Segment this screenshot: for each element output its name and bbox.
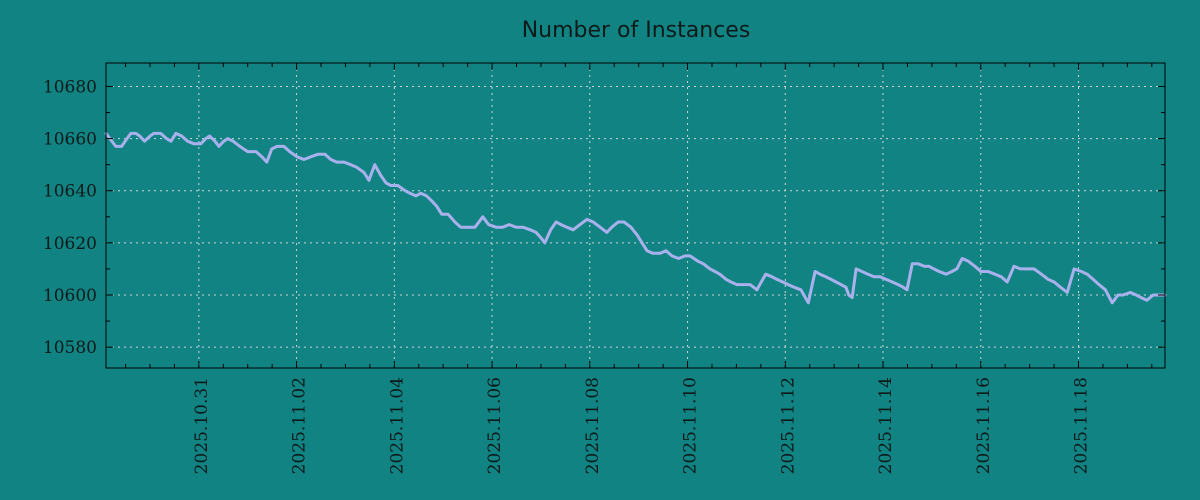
- x-tick-label: 2025.11.10: [681, 377, 701, 474]
- x-tick-label: 2025.10.31: [192, 377, 212, 474]
- instances-line-series: [104, 131, 1167, 305]
- x-tick-label: 2025.11.12: [778, 377, 798, 474]
- x-tick-label: 2025.11.14: [876, 377, 896, 474]
- y-tick-label: 10580: [43, 338, 97, 358]
- plot-border: [105, 62, 1166, 369]
- gridlines: [106, 63, 1165, 368]
- x-tick-label: 2025.11.02: [290, 377, 310, 474]
- y-tick-label: 10680: [43, 77, 97, 97]
- y-tick-label: 10620: [43, 234, 97, 254]
- y-tick-label: 10660: [43, 130, 97, 150]
- x-tick-label: 2025.11.06: [485, 377, 505, 474]
- x-tick-label: 2025.11.08: [583, 377, 603, 474]
- x-tick-label: 2025.11.16: [974, 377, 994, 474]
- x-tick-label: 2025.11.04: [387, 377, 407, 474]
- x-tick-label: 2025.11.18: [1072, 377, 1092, 474]
- axes-and-ticks: [105, 62, 1166, 369]
- chart-title: Number of Instances: [522, 18, 751, 43]
- tick-labels: 10580 10600 10620 10640 10660 10680 2025.10.31…: [43, 77, 1092, 474]
- y-tick-label: 10600: [43, 286, 97, 306]
- y-tick-label: 10640: [43, 182, 97, 202]
- series-layer: [104, 131, 1167, 305]
